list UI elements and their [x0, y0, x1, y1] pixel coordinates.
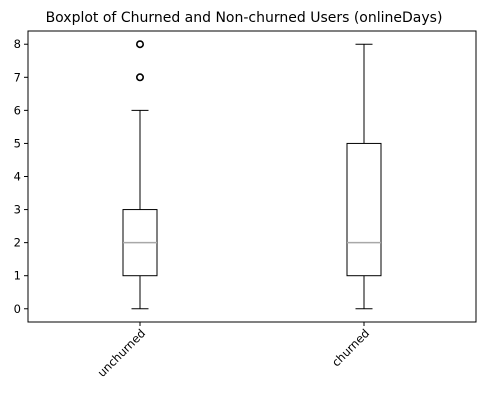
plot-area: 0 1 2 3 4 5 6 7 8 unchurned churned — [14, 30, 477, 380]
chart-title: Boxplot of Churned and Non-churned Users… — [46, 10, 443, 26]
x-tick-label-churned: churned — [329, 326, 372, 369]
outlier-unchurned — [136, 40, 145, 49]
y-tick-label: 8 — [14, 37, 21, 51]
y-tick-label: 4 — [14, 170, 21, 184]
y-tick-label: 6 — [14, 103, 21, 117]
plot-frame — [27, 30, 477, 323]
y-tick-label: 2 — [14, 236, 21, 250]
x-tick-label-unchurned: unchurned — [95, 326, 149, 380]
y-tick-label: 1 — [14, 269, 21, 283]
y-tick-label: 5 — [14, 136, 21, 150]
y-tick-label: 7 — [14, 70, 21, 84]
box-churned — [346, 142, 382, 277]
y-tick-label: 3 — [14, 203, 21, 217]
outlier-unchurned — [136, 73, 145, 82]
y-tick-label: 0 — [14, 302, 21, 316]
